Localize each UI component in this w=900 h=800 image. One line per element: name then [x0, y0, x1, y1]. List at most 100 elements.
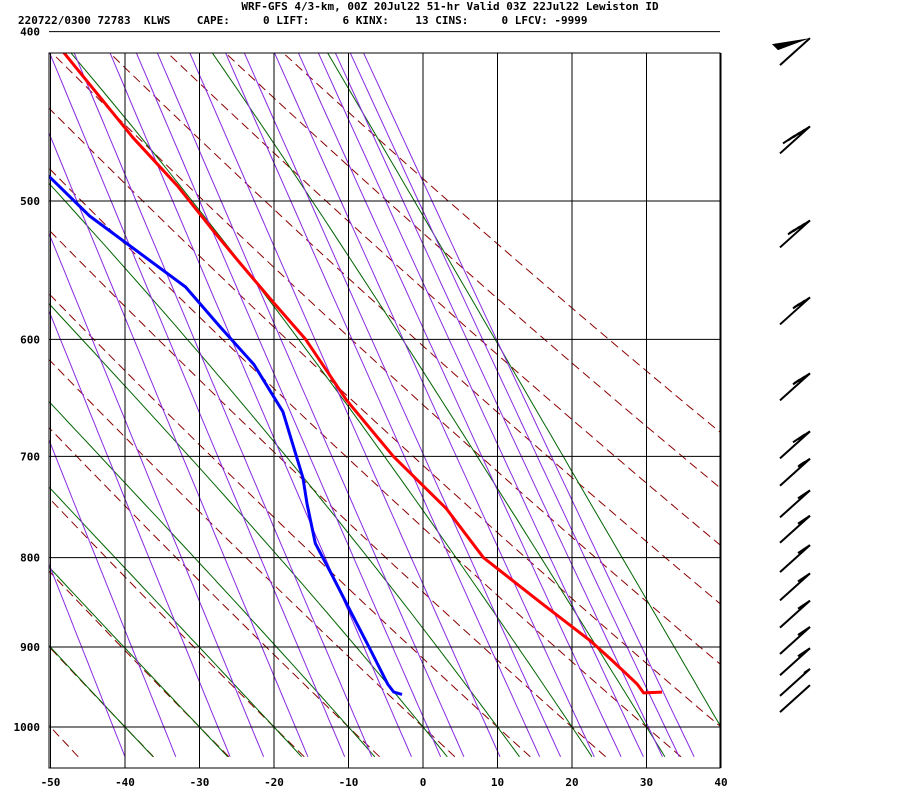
moist-adiabat — [49, 182, 520, 758]
x-tick-label: 40 — [714, 776, 727, 789]
wind-barb-half-feather — [788, 228, 796, 235]
dry-adiabat — [166, 53, 720, 546]
grid-lines — [49, 31, 722, 768]
wind-barb-half-feather — [793, 378, 801, 385]
x-tick-label: 30 — [640, 776, 653, 789]
wind-barb — [779, 668, 811, 697]
moist-adiabat — [49, 644, 154, 758]
y-tick-label: 600 — [20, 333, 40, 346]
x-tick-label: 0 — [420, 776, 427, 789]
x-tick-label: -40 — [115, 776, 135, 789]
isohume-line — [274, 53, 595, 758]
wind-barb-staff — [779, 684, 811, 713]
dry-adiabat — [0, 32, 3, 757]
wind-barb-feather — [797, 514, 811, 525]
dewpoint-profile — [49, 174, 403, 696]
dry-adiabat — [49, 293, 531, 758]
x-tick-labels: -50 -40 -30 -20 -10 0 10 20 30 40 — [41, 776, 728, 789]
isohume-line — [156, 53, 465, 758]
wind-barb-pennant — [772, 38, 810, 51]
wind-barb-feather — [797, 489, 811, 500]
wind-barb — [779, 684, 811, 713]
wind-barb — [779, 626, 811, 655]
wind-barb-half-feather — [793, 302, 801, 309]
dry-adiabat — [49, 497, 305, 758]
x-tick-label: 20 — [565, 776, 578, 789]
dry-adiabat — [109, 53, 720, 605]
isohume-line — [49, 53, 346, 757]
moist-adiabat — [327, 53, 720, 727]
temperature-profile — [62, 53, 663, 695]
x-tick-label: -20 — [264, 776, 284, 789]
wind-barb — [779, 219, 811, 249]
dry-adiabat — [282, 53, 720, 433]
moist-adiabat — [70, 53, 593, 758]
isohume-line — [317, 53, 644, 758]
isohume-line — [49, 232, 265, 757]
isohume-line — [49, 438, 177, 757]
wind-barb — [779, 296, 811, 326]
isohume-line — [49, 562, 126, 757]
wind-barb-staff — [779, 37, 811, 66]
y-tick-label: 500 — [20, 195, 40, 208]
moist-adiabat — [49, 566, 229, 758]
wind-barb — [779, 489, 811, 519]
isohume-line — [135, 53, 442, 757]
isohume-line — [225, 53, 541, 758]
wind-barb-feather — [792, 433, 806, 444]
sounding-indices: 220722/0300 72783 KLWS CAPE: 0 LIFT: 6 K… — [18, 14, 588, 27]
moist-adiabat — [211, 53, 666, 758]
wind-barb-feather — [797, 647, 811, 658]
dry-adiabat — [49, 167, 682, 758]
dry-adiabat — [51, 53, 720, 665]
wind-barb-feather — [797, 544, 811, 554]
wind-barb — [779, 457, 811, 487]
y-tick-label: 700 — [20, 450, 40, 463]
moist-adiabat — [49, 302, 448, 758]
x-tick-label: -30 — [190, 776, 210, 789]
isohume-line — [334, 53, 663, 758]
isohume-line — [49, 309, 231, 757]
isohume-line — [243, 53, 562, 758]
x-tick-label: -10 — [339, 776, 359, 789]
moist-adiabat — [49, 486, 302, 758]
wind-barb — [779, 572, 811, 602]
wind-barb — [779, 647, 811, 676]
profiles — [49, 53, 663, 696]
wind-barb-half-feather — [803, 668, 811, 674]
wind-barb — [779, 125, 811, 155]
wind-barb — [779, 544, 811, 573]
isohume-line — [349, 53, 680, 758]
isohume-line — [189, 53, 501, 758]
wind-barb-feather — [797, 626, 811, 636]
wind-barb-feather — [797, 572, 811, 583]
plot-frame — [48, 52, 721, 769]
wind-barb — [779, 372, 811, 402]
wind-barbs — [772, 37, 811, 713]
isohume-line — [109, 53, 412, 757]
dry-adiabat — [224, 53, 720, 489]
chart-title: WRF-GFS 4/3-km, 00Z 20Jul22 51-hr Valid … — [241, 0, 659, 13]
background-lines — [0, 32, 720, 758]
isohume-line — [49, 131, 309, 757]
y-tick-label: 800 — [20, 552, 40, 565]
y-tick-labels: 400 500 600 700 800 900 1000 — [14, 26, 41, 734]
x-tick-label: 10 — [491, 776, 504, 789]
wind-barb — [779, 599, 811, 629]
y-tick-label: 1000 — [14, 721, 41, 734]
y-tick-label: 400 — [20, 26, 40, 39]
wind-barb — [772, 37, 811, 66]
wind-barb-half-feather — [798, 460, 806, 467]
wind-barb-feather — [797, 599, 811, 610]
wind-barb — [779, 430, 811, 460]
dry-adiabat — [49, 107, 720, 727]
wind-barb-feather — [782, 134, 796, 145]
y-tick-label: 900 — [20, 641, 40, 654]
dry-adiabat — [49, 570, 230, 758]
isohume-line — [73, 53, 373, 757]
dry-adiabat — [49, 426, 380, 758]
moist-adiabat — [49, 400, 376, 758]
dry-adiabat — [49, 229, 606, 758]
dry-adiabat — [49, 358, 456, 758]
